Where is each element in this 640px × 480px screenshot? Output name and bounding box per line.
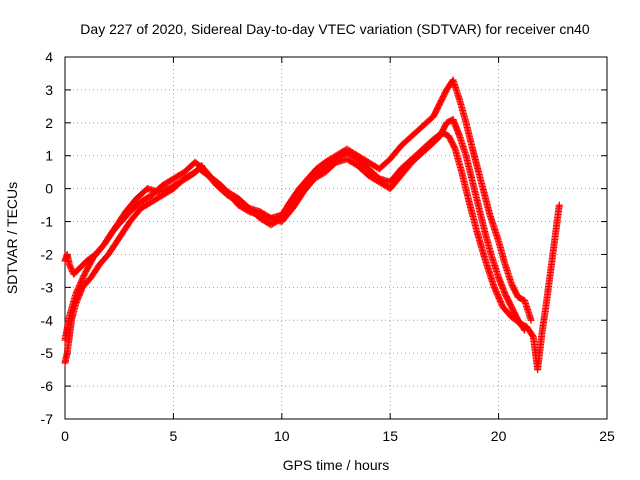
x-tick-label: 0 xyxy=(61,428,69,444)
data-point xyxy=(555,201,563,209)
plot-frame xyxy=(64,56,608,420)
y-axis-title: SDTVAR / TECUs xyxy=(4,182,20,294)
data-series-3 xyxy=(61,116,529,344)
y-tick-label: 4 xyxy=(45,49,53,65)
y-tick-label: -6 xyxy=(41,378,54,394)
x-axis-title: GPS time / hours xyxy=(283,457,390,473)
x-tick-label: 15 xyxy=(382,428,398,444)
y-tick-label: 2 xyxy=(45,115,53,131)
x-tick-label: 20 xyxy=(491,428,507,444)
data-markers xyxy=(61,76,563,374)
y-tick-label: -5 xyxy=(41,345,54,361)
y-tick-label: 0 xyxy=(45,181,53,197)
x-tick-label: 5 xyxy=(170,428,178,444)
x-tick-label: 25 xyxy=(599,428,615,444)
grid xyxy=(65,57,607,419)
y-tick-label: 1 xyxy=(45,148,53,164)
data-point xyxy=(527,316,535,324)
chart-title: Day 227 of 2020, Sidereal Day-to-day VTE… xyxy=(80,21,590,37)
x-tick-label: 10 xyxy=(274,428,290,444)
data-point xyxy=(520,325,528,333)
axes-ticks: 0 5 10 15 20 25 -7 -6 -5 -4 -3 -2 -1 0 1 2 3 4 xyxy=(41,49,615,444)
y-tick-label: -1 xyxy=(41,214,54,230)
data-point xyxy=(521,326,529,334)
y-tick-label: -2 xyxy=(41,246,54,262)
y-tick-label: -4 xyxy=(41,312,54,328)
y-tick-label: 3 xyxy=(45,82,53,98)
y-tick-label: -3 xyxy=(41,279,54,295)
y-tick-label: -7 xyxy=(41,411,54,427)
